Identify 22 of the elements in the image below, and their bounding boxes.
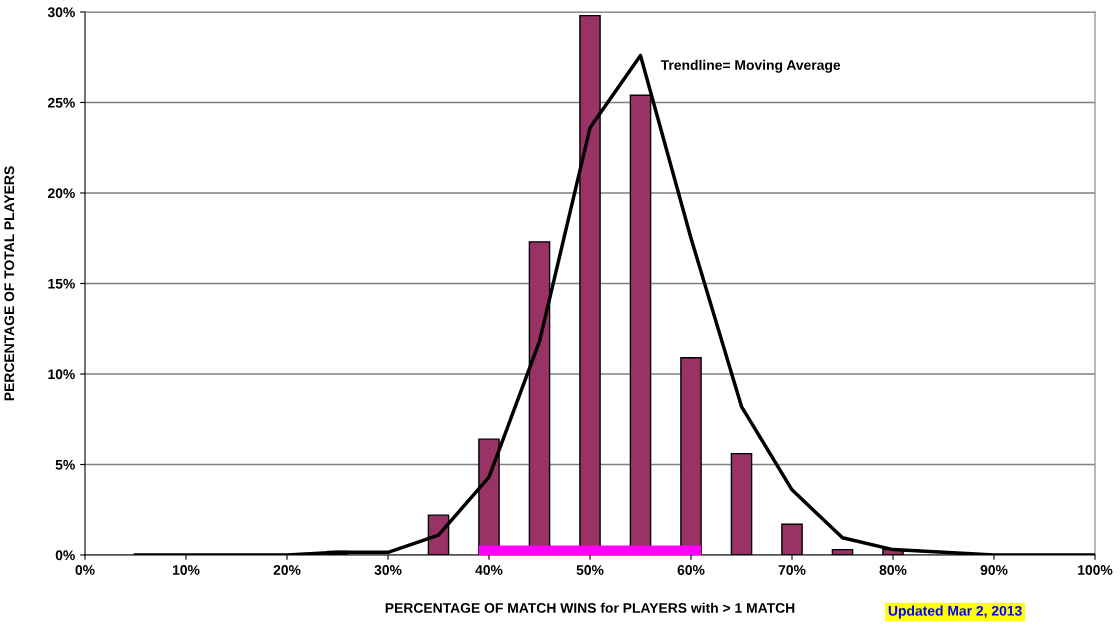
text: Updated Mar 2, 2013: [888, 605, 1022, 619]
y-tick-label: 15%: [48, 278, 75, 289]
y-tick-label: 0%: [55, 550, 75, 561]
x-tick-label: 60%: [677, 565, 705, 575]
y-tick-label: 20%: [47, 188, 75, 199]
x-tick-label: 10%: [172, 565, 200, 575]
y-tick-label: 30%: [47, 7, 75, 18]
y-axis-title: PERCENTAGE OF TOTAL PLAYERS: [4, 166, 15, 401]
x-tick-label: 50%: [576, 565, 604, 575]
y-tick-label: 25%: [47, 97, 75, 108]
x-tick-label: 100%: [1078, 565, 1113, 575]
x-tick-label: 70%: [778, 565, 806, 575]
x-tick-label: 20%: [273, 565, 301, 575]
x-tick-label: 0%: [75, 565, 95, 575]
y-tick-label: 10%: [48, 369, 75, 380]
annotation: Trendline= Moving Average: [660, 59, 841, 73]
y-tick-label: 5%: [55, 459, 75, 470]
x-tick-label: 30%: [374, 565, 402, 575]
x-tick-label: 40%: [475, 565, 503, 575]
x-axis-title: PERCENTAGE OF MATCH WINS for PLAYERS with > 1 MATCH: [385, 602, 795, 613]
x-tick-label: 80%: [879, 565, 907, 575]
x-tick-label: 90%: [980, 565, 1008, 575]
